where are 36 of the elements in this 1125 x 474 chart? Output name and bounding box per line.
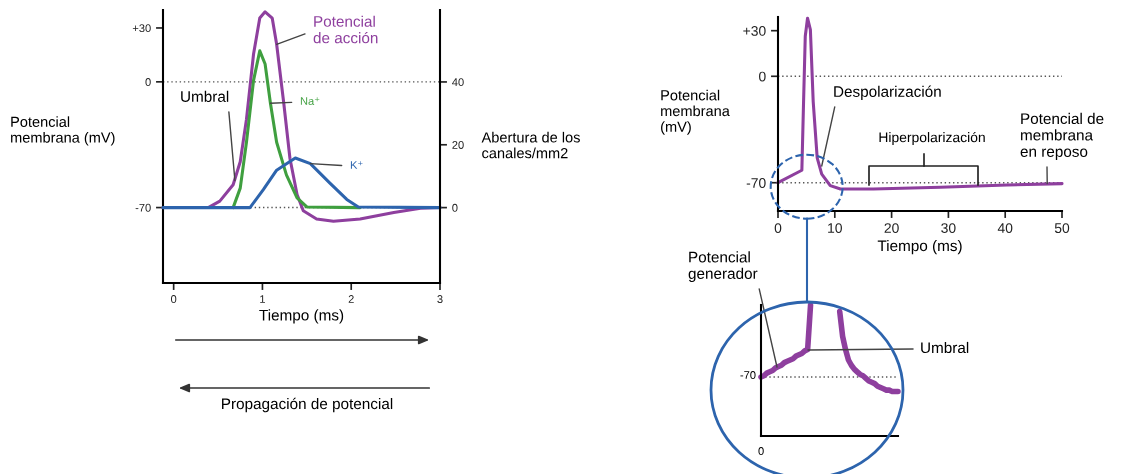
text: -70 — [740, 371, 756, 379]
y2-tick-label: 0 — [452, 203, 458, 212]
x-tick-label: 1 — [260, 295, 265, 303]
x-axis-title: Tiempo (ms) — [259, 309, 344, 324]
text: Umbral — [921, 341, 969, 354]
y-tick-label: +30 — [743, 26, 766, 36]
line-series — [161, 156, 442, 210]
text: Potencial de acción — [313, 15, 378, 44]
x-tick-label: 3 — [437, 295, 443, 303]
y-tick-label: +30 — [132, 24, 151, 33]
x-tick-label: 0 — [171, 295, 177, 303]
x-axis-title: Tiempo (ms) — [877, 239, 962, 255]
text: Potencial generador — [688, 251, 758, 282]
y-axis-title: Potencial membrana (mV) — [661, 89, 730, 135]
annotation: Potencial de membrana en reposo — [1020, 112, 1104, 160]
y2-tick-label: 20 — [452, 141, 464, 149]
x-tick-label: 30 — [941, 223, 956, 234]
x-tick-label: 40 — [997, 223, 1013, 234]
x-tick-label: 2 — [348, 295, 354, 303]
x-tick-label: 50 — [1054, 223, 1070, 234]
text: Propagación de potencial — [222, 397, 393, 413]
y-tick-label: -70 — [135, 203, 151, 212]
y-tick-label: 0 — [759, 71, 766, 82]
text: Na⁺ — [300, 97, 320, 105]
annotation: Umbral — [181, 90, 229, 102]
text: K⁺ — [350, 161, 363, 169]
y2-tick-label: 40 — [452, 78, 464, 87]
y-tick-label: -70 — [746, 178, 766, 188]
x-tick-label: 20 — [884, 223, 899, 234]
x-tick-label: 0 — [774, 223, 782, 234]
y-tick-label: 0 — [145, 78, 151, 86]
annotation: Despolarización — [834, 85, 941, 100]
y-axis-title: Potencial membrana (mV) — [11, 116, 115, 146]
y2-axis-title: Abertura de los canales/mm2 — [481, 131, 580, 159]
x-tick-label: 10 — [828, 223, 842, 234]
annotation: Hiperpolarización — [879, 131, 985, 145]
